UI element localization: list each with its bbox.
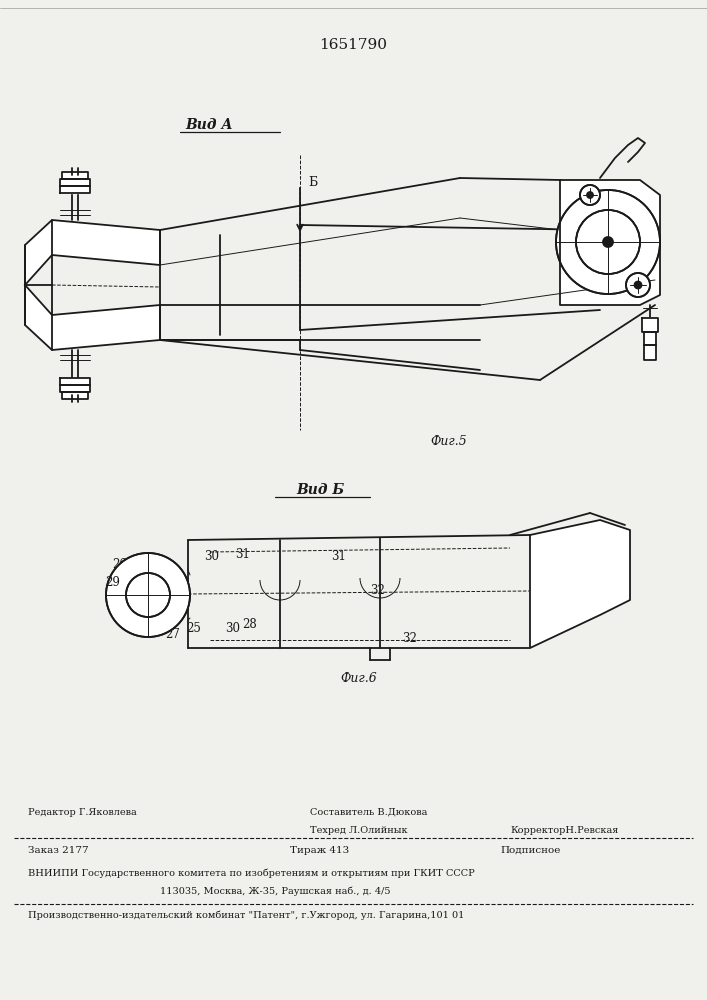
Polygon shape (25, 285, 160, 350)
Text: Техред Л.Олийнык: Техред Л.Олийнык (310, 826, 408, 835)
Circle shape (626, 273, 650, 297)
Polygon shape (62, 392, 88, 399)
Polygon shape (642, 318, 658, 332)
Text: КорректорН.Ревская: КорректорН.Ревская (510, 826, 619, 835)
Text: Фиг.5: Фиг.5 (430, 435, 467, 448)
Text: ВНИИПИ Государственного комитета по изобретениям и открытиям при ГКИТ СССР: ВНИИПИ Государственного комитета по изоб… (28, 868, 474, 878)
Text: Редактор Г.Яковлева: Редактор Г.Яковлева (28, 808, 136, 817)
Text: 30: 30 (226, 621, 240, 635)
Text: Составитель В.Дюкова: Составитель В.Дюкова (310, 808, 427, 817)
Text: Тираж 413: Тираж 413 (290, 846, 349, 855)
Text: Фиг.6: Фиг.6 (340, 672, 377, 685)
Text: 26: 26 (112, 558, 127, 572)
Circle shape (126, 573, 170, 617)
Polygon shape (644, 345, 656, 360)
Text: 25: 25 (187, 621, 201, 635)
Polygon shape (560, 180, 660, 305)
Text: 32: 32 (370, 584, 385, 596)
Text: 28: 28 (243, 618, 257, 632)
Text: 113035, Москва, Ж-35, Раушская наб., д. 4/5: 113035, Москва, Ж-35, Раушская наб., д. … (160, 886, 390, 896)
Polygon shape (530, 520, 630, 648)
Text: Вид А: Вид А (185, 118, 233, 132)
Text: Заказ 2177: Заказ 2177 (28, 846, 88, 855)
Text: Б: Б (308, 176, 317, 190)
Text: Производственно-издательский комбинат "Патент", г.Ужгород, ул. Гагарина,101 01: Производственно-издательский комбинат "П… (28, 910, 464, 920)
Text: 31: 31 (332, 550, 346, 564)
Polygon shape (60, 378, 90, 385)
Polygon shape (25, 220, 160, 285)
Circle shape (556, 190, 660, 294)
Circle shape (576, 210, 640, 274)
Text: Подписное: Подписное (500, 846, 561, 855)
Polygon shape (60, 385, 90, 392)
Text: 1651790: 1651790 (319, 38, 387, 52)
Polygon shape (60, 179, 90, 186)
Text: 30: 30 (204, 550, 219, 564)
Circle shape (634, 282, 641, 288)
Text: 31: 31 (235, 548, 250, 562)
Polygon shape (644, 332, 656, 345)
Polygon shape (60, 186, 90, 193)
Circle shape (603, 237, 613, 247)
Text: 27: 27 (165, 629, 180, 642)
Circle shape (587, 192, 593, 198)
Text: 29: 29 (105, 576, 120, 588)
Polygon shape (62, 172, 88, 179)
Text: Вид Б: Вид Б (296, 483, 344, 497)
Circle shape (106, 553, 190, 637)
Circle shape (580, 185, 600, 205)
Text: 32: 32 (402, 632, 417, 645)
